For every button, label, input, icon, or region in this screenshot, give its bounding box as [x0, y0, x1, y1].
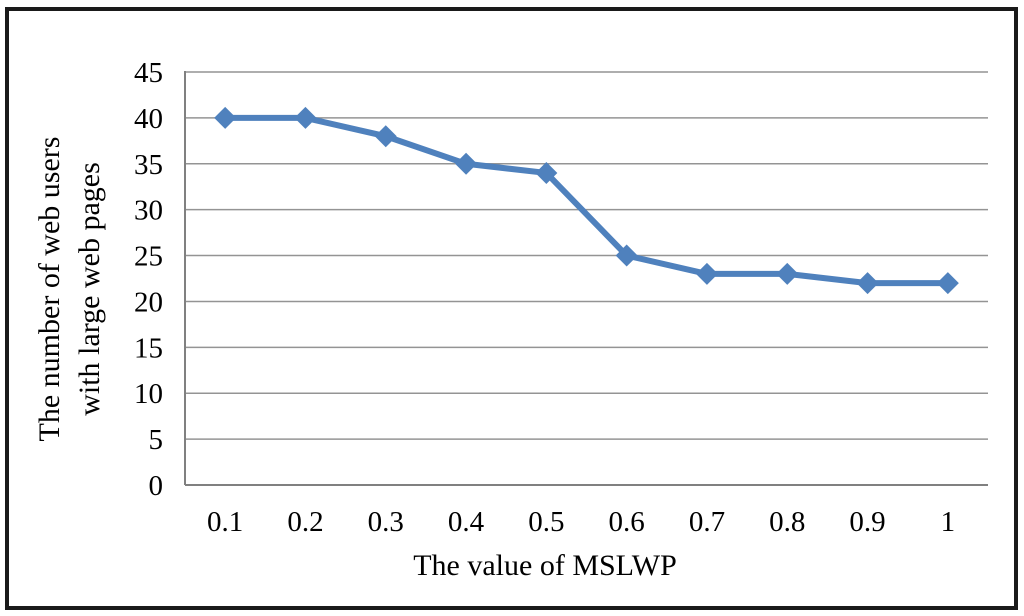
y-tick-label: 15 — [134, 332, 163, 364]
data-point-marker — [535, 161, 558, 184]
x-tick-label: 1 — [941, 506, 956, 538]
x-tick-label: 0.4 — [448, 506, 485, 538]
data-point-marker — [294, 106, 317, 129]
data-point-marker — [856, 272, 879, 295]
x-axis-title: The value of MSLWP — [413, 549, 677, 582]
y-tick-label: 5 — [149, 424, 164, 456]
y-axis-title-line-1: The number of web users — [33, 136, 66, 442]
y-tick-label: 30 — [134, 195, 163, 227]
data-point-marker — [776, 262, 799, 285]
data-point-marker — [455, 152, 478, 175]
data-point-marker — [615, 244, 638, 267]
data-point-marker — [214, 106, 237, 129]
y-axis-title-line-2: with large web pages — [73, 162, 106, 416]
y-axis-title: The number of web users with large web p… — [30, 137, 110, 442]
x-tick-label: 0.5 — [528, 506, 564, 538]
data-line — [222, 114, 951, 287]
x-tick-label: 0.7 — [689, 506, 725, 538]
y-tick-label: 0 — [149, 470, 164, 502]
data-point-marker — [374, 125, 397, 148]
y-tick-label: 35 — [134, 149, 163, 181]
data-point-marker — [695, 262, 718, 285]
x-tick-label: 0.2 — [287, 506, 323, 538]
x-tick-label: 0.3 — [368, 506, 404, 538]
figure-border — [5, 7, 1018, 610]
y-tick-label: 10 — [134, 378, 163, 410]
y-tick-label: 20 — [134, 286, 163, 318]
y-tick-label: 40 — [134, 103, 163, 135]
y-tick-label: 45 — [134, 57, 163, 89]
x-tick-label: 0.9 — [849, 506, 885, 538]
data-point-marker — [936, 272, 959, 295]
x-tick-label: 0.6 — [609, 506, 645, 538]
y-tick-label: 25 — [134, 241, 163, 273]
x-tick-label: 0.1 — [207, 506, 243, 538]
x-tick-label: 0.8 — [769, 506, 805, 538]
